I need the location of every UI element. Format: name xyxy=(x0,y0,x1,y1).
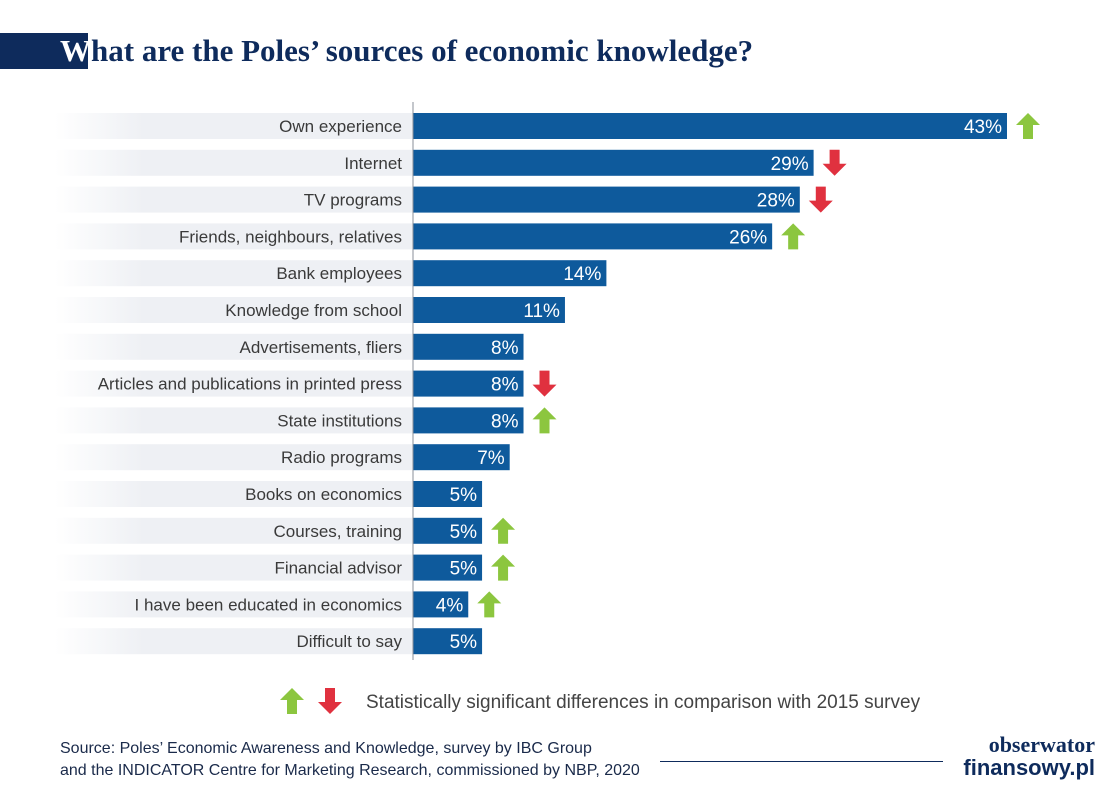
data-label: 14% xyxy=(563,264,601,285)
category-label: Books on economics xyxy=(245,485,402,504)
row-band xyxy=(55,333,413,360)
category-label: Financial advisor xyxy=(274,559,402,578)
up-arrow-icon xyxy=(532,407,557,434)
bar xyxy=(413,149,814,176)
up-arrow-icon xyxy=(1016,113,1040,139)
category-label: Bank employees xyxy=(276,264,402,283)
bar xyxy=(413,260,607,287)
row-band xyxy=(55,444,413,471)
data-label: 8% xyxy=(491,411,519,432)
bar xyxy=(413,481,483,507)
row-band xyxy=(55,554,413,581)
up-arrow-icon xyxy=(781,223,806,250)
data-label: 5% xyxy=(450,522,478,543)
up-arrow-icon xyxy=(491,517,516,544)
row-band xyxy=(55,407,413,434)
data-label: 5% xyxy=(450,559,478,580)
title-first-letter: W xyxy=(60,33,91,68)
data-label: 11% xyxy=(523,301,560,322)
title-accent-bar xyxy=(0,33,88,69)
source-line-2: and the INDICATOR Centre for Marketing R… xyxy=(60,762,640,779)
bar-chart: Own experience 43% Internet 29% TV programs 2… xyxy=(55,102,1040,660)
chart-title: What are the Poles’ sources of economic … xyxy=(60,30,753,72)
bar xyxy=(413,444,510,471)
category-label: Internet xyxy=(344,154,402,173)
category-label: Knowledge from school xyxy=(225,301,402,320)
category-label: Radio programs xyxy=(281,448,402,467)
data-label: 7% xyxy=(477,448,505,469)
data-label: 8% xyxy=(491,375,519,396)
row-band xyxy=(55,223,413,250)
up-arrow-icon xyxy=(491,554,516,581)
bar xyxy=(413,591,469,618)
data-label: 5% xyxy=(450,485,478,506)
bar xyxy=(413,297,565,323)
category-label: Own experience xyxy=(279,117,402,136)
data-label: 4% xyxy=(436,595,464,616)
logo-line-1: obserwator xyxy=(988,732,1095,757)
up-arrow-icon xyxy=(477,591,502,618)
bar xyxy=(413,628,483,655)
data-label: 8% xyxy=(491,338,519,359)
down-arrow-icon xyxy=(822,149,847,176)
data-label: 29% xyxy=(771,154,809,175)
category-label: Advertisements, fliers xyxy=(240,338,403,357)
legend: Statistically significant differences in… xyxy=(280,686,920,720)
legend-text: Statistically significant differences in… xyxy=(366,692,921,713)
bar xyxy=(413,554,483,581)
data-label: 5% xyxy=(450,632,478,653)
title-rest: hat are the Poles’ sources of economic k… xyxy=(91,33,754,68)
row-band xyxy=(55,517,413,544)
bar xyxy=(413,333,524,360)
category-label: Courses, training xyxy=(273,522,402,541)
category-label: Friends, neighbours, relatives xyxy=(179,227,402,246)
row-band xyxy=(55,481,413,507)
row-band xyxy=(55,260,413,287)
source-note: Source: Poles’ Economic Awareness and Kn… xyxy=(60,738,640,782)
down-arrow-icon xyxy=(808,186,833,213)
category-label: I have been educated in economics xyxy=(135,595,402,614)
data-label: 28% xyxy=(757,191,795,212)
down-arrow-icon xyxy=(318,687,342,719)
bar xyxy=(413,186,800,213)
row-band xyxy=(55,113,413,139)
down-arrow-icon xyxy=(532,370,557,397)
data-label: 26% xyxy=(729,227,767,248)
category-label: TV programs xyxy=(304,191,402,210)
row-band xyxy=(55,149,413,176)
row-band xyxy=(55,591,413,618)
category-label: Articles and publications in printed pre… xyxy=(98,375,402,394)
bar xyxy=(413,517,483,544)
bar xyxy=(413,370,524,397)
category-label: Difficult to say xyxy=(296,632,402,651)
brand-logo: obserwator finansowy.pl xyxy=(955,734,1095,780)
row-band xyxy=(55,186,413,213)
source-line-1: Source: Poles’ Economic Awareness and Kn… xyxy=(60,740,592,757)
bar xyxy=(413,407,524,434)
footer-divider xyxy=(660,761,943,762)
up-arrow-icon xyxy=(280,687,304,719)
row-band xyxy=(55,628,413,655)
row-band xyxy=(55,370,413,397)
bar xyxy=(413,113,1007,139)
logo-line-2: finansowy.pl xyxy=(963,755,1095,780)
bar xyxy=(413,223,773,250)
row-band xyxy=(55,297,413,323)
category-label: State institutions xyxy=(277,411,402,430)
data-label: 43% xyxy=(964,117,1002,138)
